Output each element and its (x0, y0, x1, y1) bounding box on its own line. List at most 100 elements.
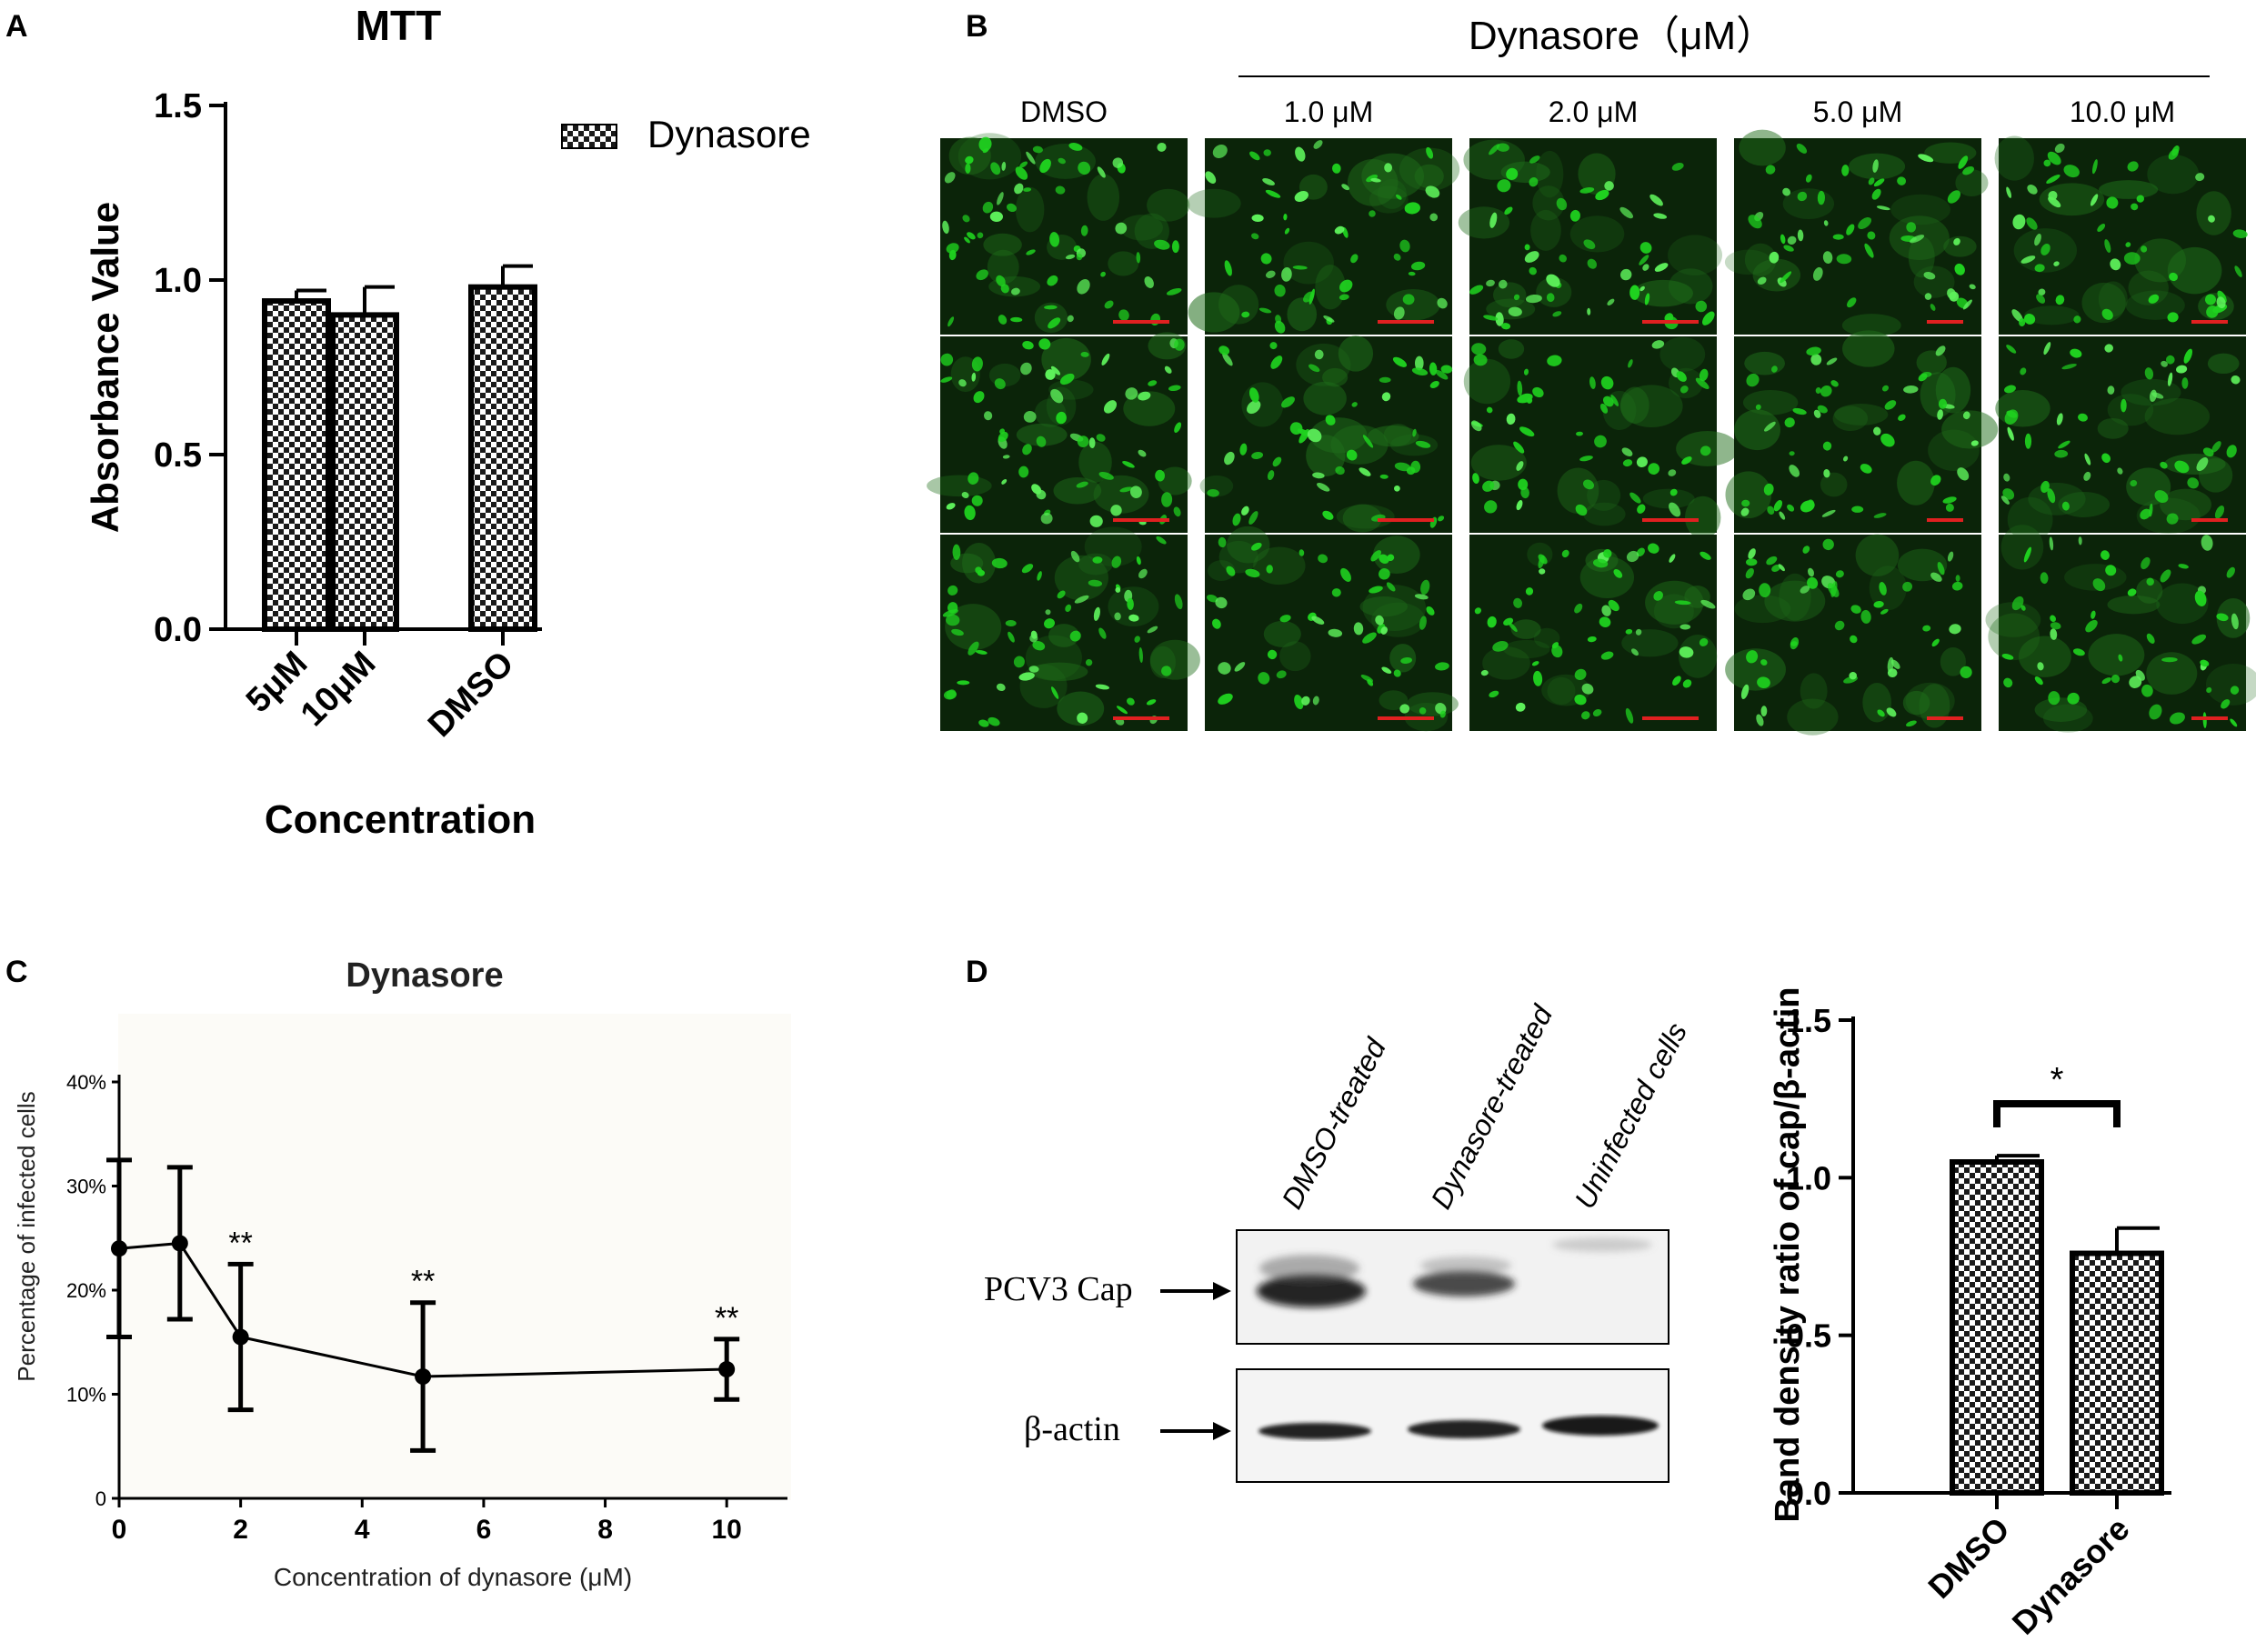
panel-d-ylabel: Band density ratio of cap/β-actin (1769, 986, 1807, 1522)
a-ytick-label: 0.0 (154, 611, 202, 649)
c-data-point (111, 1240, 127, 1257)
c-significance-label: ** (228, 1226, 252, 1260)
d-ytick-label: 1.0 (1786, 1159, 1831, 1196)
a-xtick-label: 10μM (294, 645, 383, 734)
panel-d-chart: Band density ratio of cap/β-actin 0.0 0.5… (1769, 986, 2171, 1642)
scale-bar (1927, 716, 1963, 720)
scale-bar (1113, 320, 1169, 324)
micrograph-image (1187, 138, 1460, 335)
d-ytick-label: 0.5 (1786, 1317, 1831, 1355)
panel-label-d: D (966, 955, 988, 989)
a-bar (468, 284, 537, 632)
micrograph-image (1205, 526, 1459, 732)
c-significance-label: ** (411, 1265, 435, 1299)
panel-c-ylabel: Percentage of infected cells (13, 1091, 40, 1381)
micrograph-image (1469, 535, 1718, 731)
d-xtick-label: Dynasore (2005, 1510, 2137, 1642)
panel-a-title: MTT (356, 2, 442, 49)
panel-c-xlabel: Concentration of dynasore (μM) (274, 1563, 632, 1591)
panel-label-c: C (5, 955, 28, 989)
c-data-point (171, 1235, 188, 1252)
d-significance-bracket (1993, 1100, 2121, 1127)
panel-c-title: Dynasore (346, 956, 503, 995)
c-xtick-label: 2 (233, 1515, 248, 1545)
c-xtick-label: 6 (476, 1515, 492, 1545)
a-ytick-label: 1.5 (154, 87, 202, 125)
blot-label-actin: β-actin (1024, 1410, 1120, 1448)
a-bar (330, 312, 399, 632)
d-ytick-label: 0.0 (1786, 1475, 1831, 1512)
micrograph-image (1199, 335, 1453, 533)
scale-bar (1927, 518, 1963, 522)
panel-b-header: Dynasore（μM） (1469, 14, 1776, 58)
panel-a-ylabel: Absorbance Value (84, 202, 126, 533)
c-ytick-label: 20% (66, 1279, 106, 1302)
legend-label: Dynasore (647, 113, 811, 155)
blot-beta-actin (1236, 1368, 1669, 1483)
panel-a-chart: MTT Dynasore Absorbance Value Concentrat… (84, 2, 811, 842)
c-ytick-label: 30% (66, 1176, 106, 1198)
d-significance-label: * (2050, 1061, 2064, 1099)
panel-label-b: B (966, 9, 988, 44)
micrograph-image (1985, 525, 2256, 733)
b-column-label: 2.0 μM (1549, 95, 1638, 128)
scale-bar (2191, 518, 2228, 522)
micrograph-image (1725, 534, 1981, 736)
c-data-point (232, 1328, 249, 1346)
micrograph-image (927, 332, 1192, 533)
b-column-label: 10.0 μM (2070, 95, 2175, 128)
panel-c-plot-area: 0 10% 20% 30% 40% 0 2 4 6 8 10 ** ** ** (66, 1071, 787, 1545)
arrow-pcv3 (1160, 1282, 1231, 1300)
micrograph-image (940, 133, 1190, 335)
lane-label-dmso: DMSO-treated (1275, 1032, 1392, 1214)
micrograph-image (940, 526, 1200, 731)
micrograph-image (1463, 336, 1740, 539)
scale-bar (1378, 518, 1434, 522)
scale-bar (1642, 320, 1699, 324)
panel-label-a: A (5, 9, 28, 44)
panel-b-micrographs: Dynasore（μM） DMSO 1.0 μM 2.0 μM 5.0 μM 10.0 … (927, 14, 2256, 736)
a-bar (262, 298, 331, 632)
micrograph-grid: DMSO 1.0 μM 2.0 μM 5.0 μM 10.0 μM (927, 95, 2256, 736)
d-xtick-label: DMSO (1920, 1510, 2016, 1606)
c-data-point (718, 1361, 736, 1378)
a-ytick-label: 0.5 (154, 436, 202, 475)
panel-a-legend: Dynasore (561, 113, 811, 155)
micrograph-image (1724, 129, 1989, 337)
panel-d-western-blot: DMSO-treated Dynasore-treated Uninfected… (984, 999, 1693, 1483)
scale-bar (1642, 518, 1699, 522)
blot-label-pcv3: PCV3 Cap (984, 1270, 1133, 1308)
c-xtick-label: 8 (597, 1515, 613, 1545)
c-ytick-label: 0 (95, 1487, 106, 1510)
lane-label-uninfected: Uninfected cells (1568, 1017, 1693, 1214)
scale-bar (2191, 716, 2228, 720)
c-ytick-label: 40% (66, 1071, 106, 1094)
scale-bar (1378, 320, 1434, 324)
micrograph-image (1994, 135, 2248, 335)
scale-bar (1642, 716, 1699, 720)
scale-bar (2191, 320, 2228, 324)
scale-bar (1378, 716, 1434, 720)
blot-pcv3-cap (1236, 1229, 1669, 1345)
b-column-label: 1.0 μM (1284, 95, 1373, 128)
c-xtick-label: 10 (711, 1515, 741, 1545)
panel-c-background (118, 1014, 791, 1500)
c-significance-label: ** (715, 1301, 738, 1336)
lane-labels: DMSO-treated Dynasore-treated Uninfected… (1275, 999, 1693, 1214)
c-xtick-label: 0 (112, 1515, 127, 1545)
arrow-actin (1160, 1422, 1231, 1440)
scale-bar (1113, 716, 1169, 720)
d-bar (1950, 1159, 2044, 1496)
c-ytick-label: 10% (66, 1384, 106, 1407)
b-column-label: 5.0 μM (1813, 95, 1902, 128)
micrograph-image (1995, 336, 2246, 543)
lane-label-dynasore: Dynasore-treated (1424, 999, 1559, 1214)
b-column-label: DMSO (1020, 95, 1108, 128)
legend-swatch (561, 124, 617, 149)
a-xtick-label: DMSO (421, 645, 521, 745)
scale-bar (1927, 320, 1963, 324)
micrograph-image (1725, 330, 1999, 533)
